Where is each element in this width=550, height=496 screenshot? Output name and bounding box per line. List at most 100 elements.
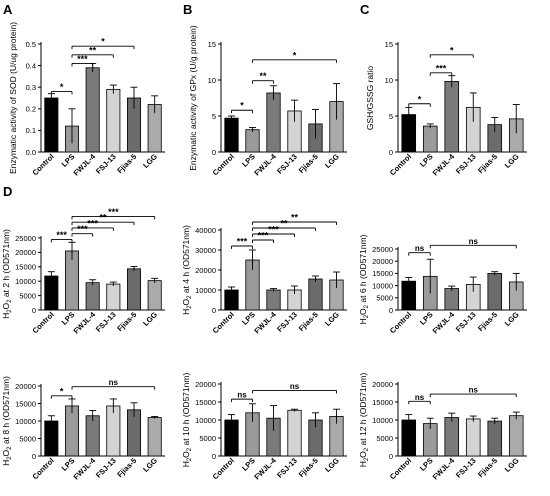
y-tick-label: 10 [208,76,216,85]
significance-label: *** [77,224,88,234]
y-tick-label: 15 [208,40,216,49]
x-tick-label: FSJ-13 [275,152,299,176]
bar-FWJL-4 [444,417,460,457]
bar-Fjias-5 [487,272,503,311]
y-tick-label: 15000 [372,398,393,407]
y-tick-label: 10000 [372,281,393,290]
x-tick-label: FSJ-13 [94,152,118,176]
x-tick-label: LPS [418,456,435,473]
y-tick-label: 0 [212,452,216,461]
y-tick-label: 10000 [15,277,36,286]
y-tick-label: 10000 [195,286,216,295]
x-tick-label: LGG [503,456,521,474]
panel-label: A [3,2,13,17]
x-tick-label: Fjias-5 [476,456,499,479]
significance-label: ns [237,391,247,400]
y-tick-label: 5000 [19,434,36,443]
bar-LPS [245,129,260,153]
y-tick-label: 0 [32,306,36,315]
panel-label: D [3,184,12,199]
bar-Fjias-5 [308,278,323,311]
bar-FSJ-13 [465,418,481,457]
bar-FWJL-4 [85,282,100,311]
x-tick-label: LGG [141,152,159,170]
y-tick-label: 0 [389,452,393,461]
y-tick-label: 0.0 [26,148,36,157]
bar-Control [401,280,417,311]
y-axis-label: GSH/GSSG ratio [365,66,375,131]
y-axis-label: Enzymatic activity of GPx (U/g protein) [188,25,198,171]
significance-label: ns [415,244,425,253]
bar-Control [224,117,239,153]
bar-LPS [64,250,80,311]
x-tick-label: FSJ-13 [275,456,299,480]
y-tick-label: 0.3 [26,83,36,92]
bar-FWJL-4 [444,81,460,153]
bar-FWJL-4 [266,92,281,153]
y-tick-label: 25000 [372,245,393,254]
x-tick-label: FSJ-13 [454,310,478,334]
bar-Control [44,275,59,311]
x-tick-label: Fjias-5 [297,456,320,479]
y-tick-label: 15 [385,40,393,49]
y-tick-label: 15000 [15,263,36,272]
x-tick-label: LPS [60,152,77,169]
significance-label: ** [280,219,288,229]
x-tick-label: Fjias-5 [115,310,138,333]
significance-label: ns [469,237,479,246]
y-tick-label: 10000 [372,416,393,425]
bar-LPS [64,405,80,457]
significance-label: *** [108,207,119,217]
y-tick-label: 0.1 [26,126,36,135]
bar-FSJ-13 [106,405,121,457]
significance-label: * [293,50,297,60]
significance-label: *** [87,218,98,228]
y-tick-label: 5000 [376,434,393,443]
y-tick-label: 0.4 [26,61,36,70]
y-tick-label: 15000 [372,269,393,278]
x-tick-label: Fjias-5 [476,310,499,333]
x-tick-label: FWJL-4 [252,455,278,481]
panel-label: C [360,2,370,17]
x-tick-label: Fjias-5 [115,152,138,175]
x-tick-label: FWJL-4 [431,455,457,481]
significance-label: *** [77,54,88,64]
bar-FSJ-13 [106,88,121,153]
y-tick-label: 0.2 [26,105,36,114]
bar-FWJL-4 [85,67,100,153]
significance-label: * [450,45,454,55]
x-tick-label: FWJL-4 [431,151,457,177]
x-tick-label: Fjias-5 [297,310,320,333]
x-tick-label: FWJL-4 [252,309,278,335]
x-tick-label: FWJL-4 [72,455,98,481]
y-axis-label: H2O2 at 8 h (OD571nm) [1,376,13,466]
bar-LPS [422,125,438,153]
y-tick-label: 0.5 [26,40,36,49]
x-tick-label: LGG [503,310,521,328]
x-tick-label: LPS [60,310,77,327]
x-tick-label: LPS [240,152,257,169]
significance-label: *** [258,231,269,241]
x-tick-label: LPS [240,310,257,327]
y-tick-label: 10000 [15,417,36,426]
x-tick-label: FWJL-4 [252,151,278,177]
significance-label: ns [109,378,119,387]
y-tick-label: 20000 [15,382,36,391]
y-axis-label: H2O2 at 6 h (OD571nm) [358,234,370,324]
y-axis-label: H2O2 at 4 h (OD571nm) [181,225,193,315]
bar-FWJL-4 [444,288,460,311]
y-axis-label: H2O2 at 2 h (OD571nm) [1,229,13,319]
x-tick-label: FWJL-4 [431,309,457,335]
significance-label: * [60,82,64,92]
significance-label: * [240,101,244,111]
y-tick-label: 15000 [15,399,36,408]
y-tick-label: 5000 [19,291,36,300]
chart-panel-1: A 0.0 0.1 0.2 0.3 0.4 0.5 Enzymatic activity of… [3,2,165,178]
bar-FSJ-13 [287,409,302,457]
x-tick-label: FSJ-13 [94,456,118,480]
x-tick-label: FSJ-13 [454,456,478,480]
y-tick-label: 0 [32,452,36,461]
x-tick-label: FSJ-13 [94,310,118,334]
